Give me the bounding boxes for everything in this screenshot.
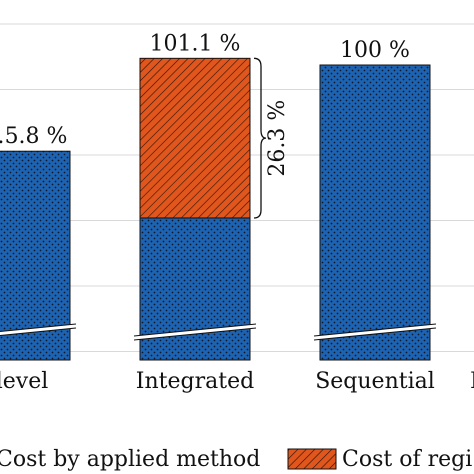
bars-layer (0, 57, 431, 361)
bar-applied-2 (319, 64, 431, 361)
bracket-shape (253, 57, 267, 219)
axis-break-line-upper-1 (133, 323, 257, 337)
bar-applied-0 (0, 150, 71, 361)
axis-break-0 (0, 324, 76, 336)
bar-label-2: 100 % (340, 38, 410, 63)
category-label-2: Sequential (315, 369, 435, 394)
bar-label-0: …5.8 % (0, 124, 67, 149)
axis-break-line-lower-0 (0, 327, 77, 336)
category-label-1: Integrated (136, 369, 254, 394)
axis-break-2 (314, 324, 436, 340)
axis-break-line-upper-0 (0, 323, 77, 332)
category-label-0: level (0, 369, 48, 394)
axis-breaks (0, 323, 437, 341)
axis-break-line-lower-1 (133, 327, 257, 341)
legend-swatch-regularization (287, 448, 337, 470)
bar-labels: …5.8 % 101.1 % 100 % (0, 31, 410, 149)
axis-break-line-lower-2 (313, 327, 437, 341)
bracket-label: 26.3 % (265, 100, 290, 177)
bracket-annotation: 26.3 % (253, 57, 290, 219)
legend-label-applied: Cost by applied method (0, 447, 260, 472)
legend-label-regularization: Cost of regi (342, 447, 472, 472)
bar-label-1: 101.1 % (150, 31, 241, 56)
category-ticks: level Integrated Sequential I (0, 369, 474, 394)
legend: Cost by applied method Cost of regi (0, 447, 472, 472)
axis-break-1 (134, 324, 256, 340)
bar-applied-1 (139, 217, 251, 361)
axis-break-line-upper-2 (313, 323, 437, 337)
category-label-3: I (470, 369, 474, 394)
bar-regularization-1 (139, 57, 251, 219)
